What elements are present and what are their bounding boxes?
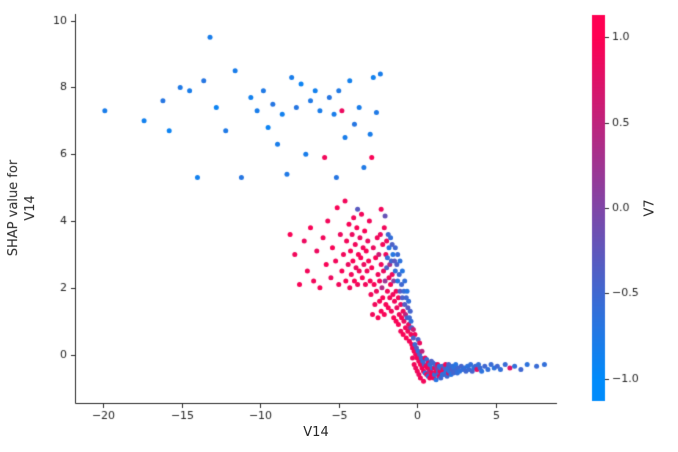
y-axis-label-line2: V14 [23,195,38,221]
y-axis-label: SHAP value for V14 [6,160,40,256]
x-axis-label: V14 [303,425,329,440]
y-axis-label-line1: SHAP value for [6,159,22,257]
colorbar-label: V7 [642,199,658,217]
